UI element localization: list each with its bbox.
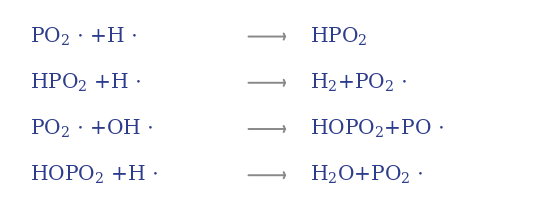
Text: HOPO$_2$ +H $\cdot$: HOPO$_2$ +H $\cdot$ bbox=[30, 164, 158, 186]
Text: HPO$_2$: HPO$_2$ bbox=[310, 25, 368, 48]
Text: H$_2$+PO$_2$ $\cdot$: H$_2$+PO$_2$ $\cdot$ bbox=[310, 72, 408, 94]
Text: PO$_2$ $\cdot$ +H $\cdot$: PO$_2$ $\cdot$ +H $\cdot$ bbox=[30, 25, 137, 48]
Text: PO$_2$ $\cdot$ +OH $\cdot$: PO$_2$ $\cdot$ +OH $\cdot$ bbox=[30, 118, 153, 140]
Text: HPO$_2$ +H $\cdot$: HPO$_2$ +H $\cdot$ bbox=[30, 72, 141, 94]
Text: HOPO$_2$+PO $\cdot$: HOPO$_2$+PO $\cdot$ bbox=[310, 118, 444, 140]
Text: H$_2$O+PO$_2$ $\cdot$: H$_2$O+PO$_2$ $\cdot$ bbox=[310, 164, 424, 186]
